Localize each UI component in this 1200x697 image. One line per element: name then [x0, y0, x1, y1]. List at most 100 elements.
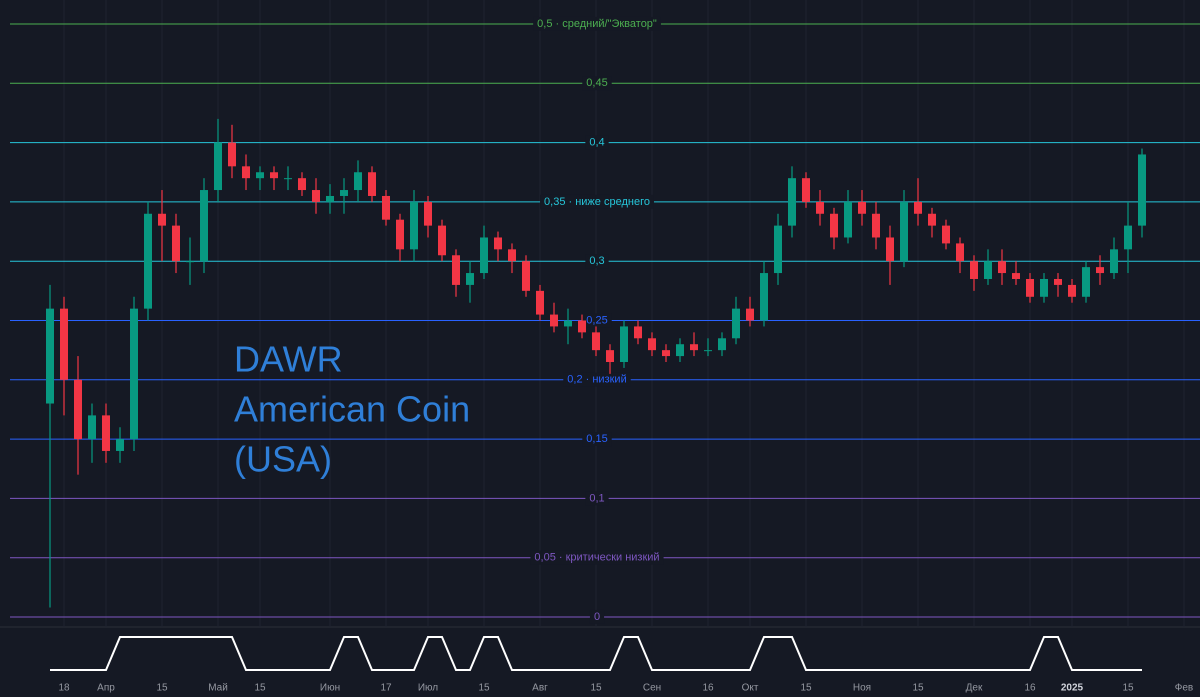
candle-body [382, 195, 390, 220]
indicator-line [50, 636, 1142, 671]
candle-body [970, 261, 978, 279]
candle-body [186, 261, 194, 263]
x-tick-label: Июл [418, 683, 438, 694]
level-label-bg [585, 491, 609, 506]
candle-body [88, 415, 96, 440]
candle-body [718, 338, 726, 351]
level-label: 0,3 [589, 255, 604, 267]
x-tick-label: 2025 [1061, 683, 1084, 694]
level-label: 0,5 · средний/"Экватор" [537, 18, 657, 30]
x-tick-label: 16 [1024, 683, 1036, 694]
candle-body [214, 142, 222, 191]
candle-body [158, 213, 166, 226]
level-label: 0,2 · низкий [567, 374, 626, 386]
candle-body [774, 225, 782, 274]
candle-body [256, 172, 264, 179]
x-tick-label: Окт [742, 683, 759, 694]
candle-body [396, 219, 404, 250]
candle-body [284, 178, 292, 180]
x-tick-label: Авг [532, 683, 548, 694]
candle-body [74, 379, 82, 440]
watermark-text: DAWR [234, 339, 343, 380]
candle-body [424, 201, 432, 226]
candle-body [1068, 284, 1076, 297]
level-label: 0,35 · ниже среднего [544, 196, 650, 208]
candle-body [242, 166, 250, 179]
candle-body [522, 261, 530, 291]
candle-body [46, 308, 54, 404]
candle-body [606, 350, 614, 363]
candle-body [676, 344, 684, 357]
candle-body [1096, 267, 1104, 274]
x-tick-label: Фев [1175, 683, 1193, 694]
candle-body [1082, 267, 1090, 297]
candle-body [984, 261, 992, 279]
candle-body [578, 320, 586, 333]
level-label: 0,1 [589, 492, 604, 504]
candle-body [130, 308, 138, 440]
candle-body [1026, 278, 1034, 297]
x-tick-label: 17 [380, 683, 392, 694]
candle-body [438, 225, 446, 256]
candle-body [830, 213, 838, 238]
x-tick-label: 15 [590, 683, 602, 694]
candle-body [1040, 278, 1048, 297]
candle-body [494, 237, 502, 250]
candle-body [228, 142, 236, 167]
level-label: 0,4 [589, 137, 604, 149]
x-tick-label: Ноя [853, 683, 871, 694]
level-label-bg [530, 550, 664, 565]
level-label-bg [582, 76, 612, 91]
level-label-bg [585, 254, 609, 269]
candle-body [466, 273, 474, 285]
x-tick-label: 15 [912, 683, 924, 694]
level-label-bg [585, 135, 609, 150]
candle-body [1124, 225, 1132, 250]
level-label-bg [582, 432, 612, 447]
watermark-text: American Coin [234, 389, 470, 430]
watermark-text: (USA) [234, 439, 332, 480]
x-tick-label: Сен [643, 683, 661, 694]
level-label: 0,15 [586, 433, 607, 445]
candle-body [102, 415, 110, 451]
x-tick-label: 15 [478, 683, 490, 694]
candle-body [550, 314, 558, 327]
candle-body [340, 190, 348, 196]
candle-body [746, 308, 754, 321]
candle-body [732, 308, 740, 339]
level-label: 0 [594, 611, 600, 623]
candle-body [872, 213, 880, 238]
candle-body [116, 439, 124, 451]
candle-body [326, 195, 334, 202]
candle-body [1110, 249, 1118, 274]
candle-body [1054, 278, 1062, 285]
candle-body [886, 237, 894, 262]
candle-body [452, 255, 460, 285]
candle-body [354, 172, 362, 191]
candle-body [1012, 273, 1020, 279]
candle-body [536, 290, 544, 315]
candle-body [508, 249, 516, 262]
candle-body [844, 201, 852, 238]
level-label-bg [563, 372, 631, 387]
candle-body [788, 178, 796, 226]
level-label-bg [540, 194, 654, 209]
candle-body [634, 326, 642, 339]
candle-body [592, 332, 600, 351]
candle-body [200, 190, 208, 262]
candle-body [690, 344, 698, 351]
candle-body [1138, 154, 1146, 226]
candle-body [704, 350, 712, 352]
candle-body [858, 201, 866, 214]
x-tick-label: Дек [966, 683, 983, 694]
candle-body [816, 201, 824, 214]
candle-body [620, 326, 628, 363]
candle-body [914, 201, 922, 214]
candle-body [172, 225, 180, 262]
candle-body [900, 201, 908, 262]
level-label: 0,25 [586, 314, 607, 326]
candle-body [410, 201, 418, 250]
level-label: 0,05 · критически низкий [534, 552, 659, 564]
x-tick-label: 18 [58, 683, 70, 694]
